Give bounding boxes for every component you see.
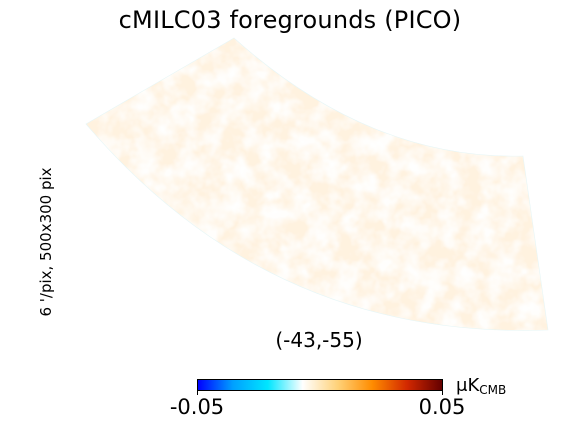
colorbar-tick-min xyxy=(197,390,198,395)
unit-prefix: μK xyxy=(456,375,480,396)
colorbar xyxy=(197,379,443,391)
colorbar-max-label: 0.05 xyxy=(418,395,466,419)
center-coordinate-label: (-43,-55) xyxy=(275,328,363,352)
map-title: cMILC03 foregrounds (PICO) xyxy=(118,6,462,34)
colorbar-min-label: -0.05 xyxy=(169,395,225,419)
colorbar-unit: μKCMB xyxy=(456,375,506,397)
map-outline xyxy=(85,37,549,331)
colorbar-tick-max xyxy=(442,390,443,395)
map-pixels xyxy=(86,38,548,331)
unit-subscript: CMB xyxy=(479,383,507,397)
